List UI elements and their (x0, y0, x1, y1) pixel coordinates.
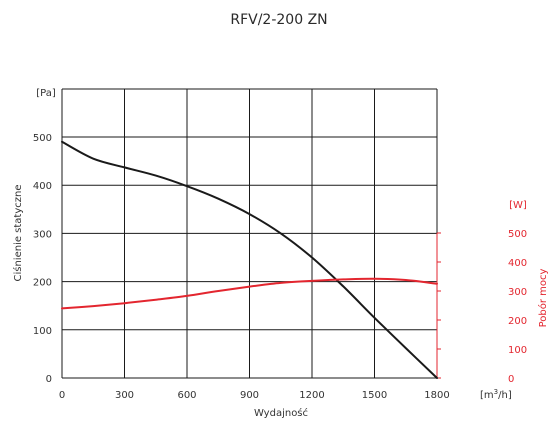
left-tick-label-1: 100 (33, 326, 52, 337)
left-tick-label-4: 400 (33, 181, 52, 192)
x-tick-label-5: 1500 (362, 390, 387, 401)
left-tick-label-5: 500 (33, 133, 52, 144)
left-axis-label: Ciśnienie statyczne (12, 184, 24, 281)
right-tick-label-4: 400 (508, 258, 527, 269)
x-axis-unit-suffix: /h] (498, 390, 512, 401)
left-tick-label-0: 0 (46, 374, 52, 385)
left-axis-unit: [Pa] (36, 88, 56, 99)
right-axis-ticks: 0 100 200 300 400 500 (437, 229, 527, 385)
right-tick-label-0: 0 (508, 374, 514, 385)
x-tick-label-1: 300 (115, 390, 134, 401)
x-axis-unit-sup: 3 (494, 388, 498, 396)
right-axis-unit: [W] (509, 200, 527, 211)
right-axis-label: Pobór mocy (537, 269, 549, 328)
x-axis-label: Wydajność (254, 407, 308, 419)
right-tick-label-1: 100 (508, 345, 527, 356)
x-tick-label-0: 0 (59, 390, 65, 401)
pressure-curve (61, 140, 438, 379)
x-tick-label-3: 900 (240, 390, 259, 401)
x-tick-label-2: 600 (177, 390, 196, 401)
grid (61, 88, 438, 379)
left-tick-label-3: 300 (33, 229, 52, 240)
left-axis-ticks: 0 100 200 300 400 500 (33, 133, 52, 385)
right-tick-label-3: 300 (508, 287, 527, 298)
power-curve (61, 277, 438, 310)
x-axis-unit: [m3/h] (480, 388, 512, 401)
x-axis-ticks: 0 300 600 900 1200 1500 1800 (59, 390, 450, 401)
right-tick-label-5: 500 (508, 229, 527, 240)
x-tick-label-6: 1800 (424, 390, 449, 401)
x-axis-unit-prefix: [m (480, 390, 494, 401)
x-tick-label-4: 1200 (299, 390, 324, 401)
chart-title: RFV/2-200 ZN (230, 12, 327, 28)
series-layer (61, 140, 438, 379)
right-tick-label-2: 200 (508, 316, 527, 327)
left-tick-label-2: 200 (33, 278, 52, 289)
